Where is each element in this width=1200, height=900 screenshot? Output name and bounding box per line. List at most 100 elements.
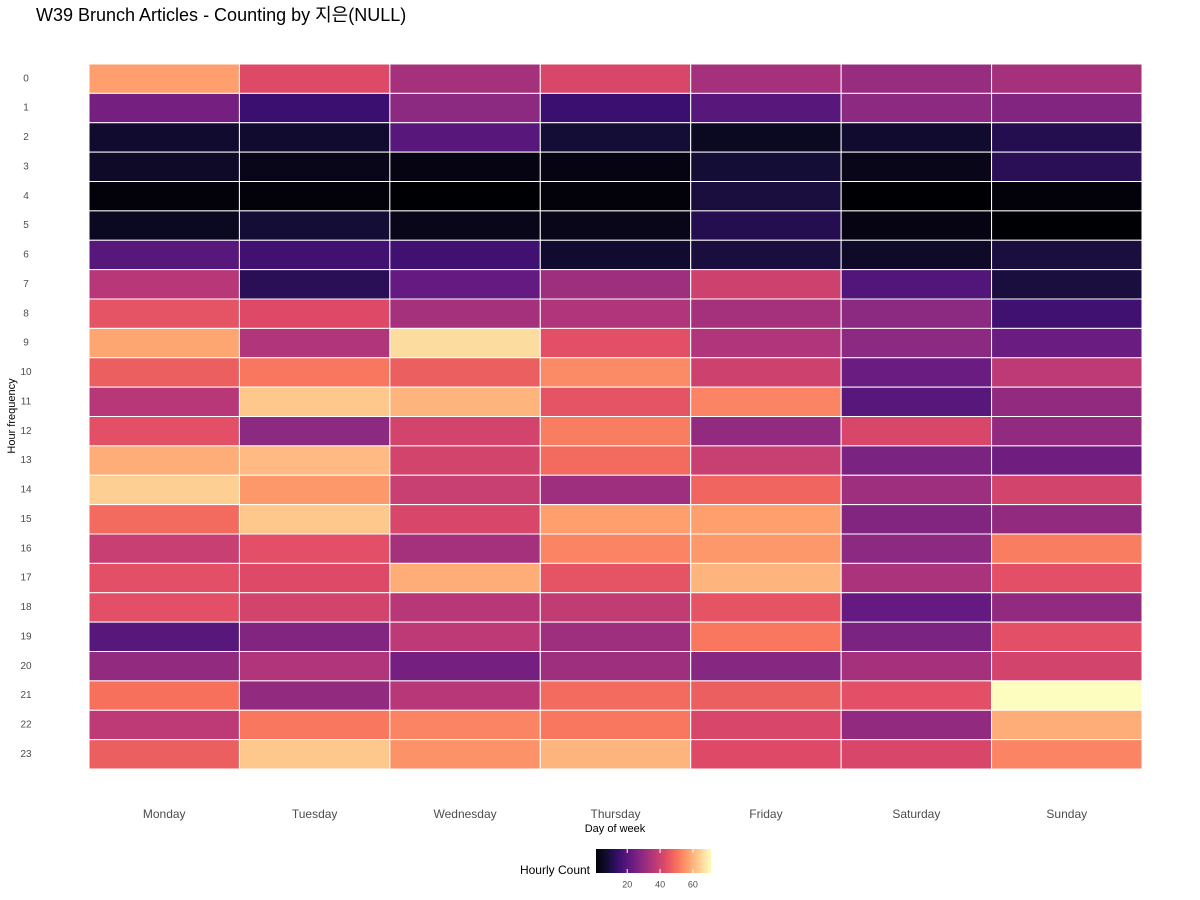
- heatmap-cell: [238, 651, 391, 682]
- heatmap-cell: [690, 181, 842, 212]
- heatmap-cell: [88, 357, 240, 388]
- heatmap-cell: [88, 709, 240, 741]
- heatmap-cell: [238, 63, 391, 94]
- heatmap-cell: [991, 327, 1143, 359]
- y-tick-label: 22: [20, 720, 32, 731]
- heatmap-cell: [88, 680, 240, 711]
- heatmap-cell: [991, 680, 1143, 711]
- heatmap-cell: [991, 63, 1143, 94]
- heatmap-cell: [690, 63, 842, 94]
- heatmap-cell: [840, 562, 993, 594]
- y-tick-label: 18: [20, 602, 32, 613]
- heatmap-cell: [690, 357, 842, 388]
- heatmap-cell: [389, 504, 541, 535]
- heatmap-cell: [539, 239, 692, 271]
- heatmap-cell: [389, 709, 541, 741]
- heatmap-cell: [840, 210, 993, 241]
- heatmap-cell: [840, 386, 993, 417]
- heatmap-cell: [690, 92, 842, 124]
- heatmap-cell: [840, 709, 993, 741]
- heatmap-cell: [991, 504, 1143, 535]
- heatmap-cell: [539, 357, 692, 388]
- heatmap-cell: [690, 533, 842, 564]
- heatmap-cell: [840, 533, 993, 564]
- y-tick-label: 19: [20, 631, 32, 642]
- x-tick-label: Sunday: [1046, 807, 1087, 821]
- heatmap-cell: [389, 739, 541, 770]
- colorbar-tick-label: 40: [655, 879, 665, 889]
- heatmap-cell: [238, 416, 391, 447]
- y-tick-label: 9: [23, 338, 29, 349]
- heatmap-cell: [991, 621, 1143, 652]
- heatmap-cell: [389, 239, 541, 271]
- heatmap-cell: [389, 327, 541, 359]
- y-tick-label: 7: [23, 279, 29, 290]
- x-tick-label: Friday: [749, 807, 782, 821]
- heatmap-cell: [690, 592, 842, 623]
- heatmap-cell: [88, 651, 240, 682]
- heatmap-cell: [690, 709, 842, 741]
- heatmap-cell: [88, 621, 240, 652]
- heatmap-cell: [389, 592, 541, 623]
- y-tick-label: 10: [20, 367, 32, 378]
- x-tick-label: Monday: [143, 807, 186, 821]
- heatmap-cell: [690, 621, 842, 652]
- heatmap-cell: [88, 739, 240, 770]
- heatmap-cell: [840, 504, 993, 535]
- heatmap-cell: [88, 151, 240, 182]
- heatmap-cell: [389, 680, 541, 711]
- heatmap-cell: [88, 298, 240, 329]
- heatmap-cell: [539, 562, 692, 594]
- heatmap-cell: [238, 533, 391, 564]
- heatmap-cell: [389, 621, 541, 652]
- heatmap-cell: [238, 122, 391, 153]
- heatmap-cell: [840, 416, 993, 447]
- y-tick-label: 15: [20, 514, 32, 525]
- heatmap-cell: [389, 386, 541, 417]
- x-tick-label: Thursday: [590, 807, 640, 821]
- heatmap-cell: [690, 416, 842, 447]
- heatmap-cell: [690, 269, 842, 300]
- heatmap-cell: [88, 445, 240, 476]
- heatmap-cell: [991, 416, 1143, 447]
- heatmap-cell: [539, 533, 692, 564]
- heatmap-cell: [991, 210, 1143, 241]
- heatmap-cell: [389, 181, 541, 212]
- heatmap-cell: [991, 92, 1143, 124]
- heatmap-cell: [690, 739, 842, 770]
- heatmap-cell: [88, 239, 240, 271]
- heatmap-cell: [389, 151, 541, 182]
- heatmap-cell: [88, 416, 240, 447]
- heatmap-cell: [991, 298, 1143, 329]
- heatmap-cell: [539, 269, 692, 300]
- heatmap-cell: [389, 651, 541, 682]
- y-tick-label: 3: [23, 161, 29, 172]
- y-tick-label: 14: [20, 485, 32, 496]
- heatmap-cell: [238, 504, 391, 535]
- heatmap-cell: [991, 269, 1143, 300]
- heatmap-cell: [389, 474, 541, 506]
- heatmap-cell: [991, 739, 1143, 770]
- heatmap-cell: [539, 651, 692, 682]
- heatmap-cell: [238, 709, 391, 741]
- heatmap-cell: [991, 181, 1143, 212]
- heatmap-cell: [539, 327, 692, 359]
- heatmap-cell: [88, 504, 240, 535]
- y-tick-label: 6: [23, 250, 29, 261]
- heatmap-cell: [840, 151, 993, 182]
- heatmap-cell: [389, 445, 541, 476]
- heatmap-cell: [991, 239, 1143, 271]
- heatmap-cell: [690, 651, 842, 682]
- y-tick-label: 0: [23, 73, 29, 84]
- heatmap-cell: [88, 269, 240, 300]
- heatmap-cell: [389, 562, 541, 594]
- heatmap-cell: [539, 621, 692, 652]
- heatmap-cell: [690, 386, 842, 417]
- heatmap-cell: [539, 709, 692, 741]
- heatmap-cell: [88, 474, 240, 506]
- legend-title: Hourly Count: [520, 863, 591, 877]
- heatmap-cell: [539, 416, 692, 447]
- heatmap-cell: [539, 181, 692, 212]
- heatmap-cell: [991, 122, 1143, 153]
